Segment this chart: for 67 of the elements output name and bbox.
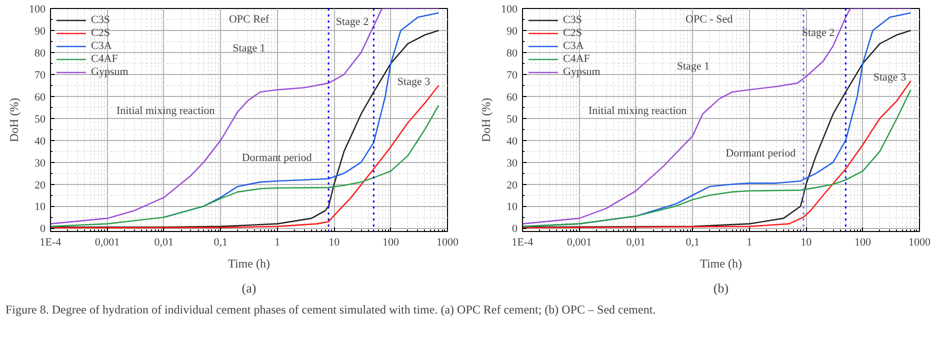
- y-tick-label: 80: [506, 47, 518, 60]
- annotation: Stage 1: [232, 42, 266, 55]
- annotation: Initial mixing reaction: [588, 105, 688, 118]
- x-tick-label: 0,1: [686, 236, 700, 248]
- y-tick-label: 20: [506, 179, 518, 192]
- y-tick-label: 90: [34, 25, 46, 38]
- x-tick-label: 10: [328, 236, 340, 248]
- y-tick-label: 40: [34, 135, 46, 148]
- legend-label: C2S: [91, 27, 111, 39]
- x-tick-label: 100: [382, 236, 400, 248]
- y-tick-label: 60: [34, 91, 46, 104]
- legend-label: C3A: [91, 40, 112, 52]
- annotation: Dormant period: [726, 147, 796, 160]
- legend-label: Gypsum: [91, 66, 128, 78]
- y-tick-label: 0: [512, 223, 518, 236]
- legend-label: C3S: [563, 14, 583, 26]
- y-tick-label: 0: [40, 223, 46, 236]
- annotation: Stage 2: [336, 16, 369, 28]
- x-tick-label: 0,01: [154, 236, 174, 248]
- annotation: Initial mixing reaction: [116, 105, 216, 118]
- y-tick-label: 50: [34, 113, 46, 126]
- x-axis-title: Time (h): [228, 256, 270, 270]
- x-tick-label: 1E-4: [512, 236, 534, 248]
- legend-label: C4AF: [563, 53, 590, 65]
- x-tick-label: 0,01: [626, 236, 646, 248]
- caption: Figure 8. Degree of hydration of individual cement phases of cement simulated with time. (a) OPC Ref cement; (b) OPC – Sed cement.: [6, 302, 656, 316]
- y-tick-label: 20: [34, 179, 46, 192]
- text: (b): [713, 280, 729, 296]
- text: (a): [242, 280, 256, 296]
- legend-label: C3A: [563, 40, 584, 52]
- annotation: Stage 1: [676, 60, 710, 72]
- legend-label: C3S: [91, 14, 111, 26]
- x-tick-label: 0,001: [566, 236, 592, 248]
- x-axis-title: Time (h): [700, 256, 742, 270]
- y-tick-label: 10: [34, 201, 46, 214]
- y-tick-label: 60: [506, 91, 518, 104]
- y-tick-label: 40: [506, 135, 518, 148]
- legend-label: Gypsum: [563, 66, 600, 78]
- x-tick-label: 0,001: [94, 236, 120, 248]
- text: OPC - Sed: [686, 14, 734, 26]
- legend-label: C4AF: [91, 53, 118, 65]
- y-tick-label: 90: [506, 25, 518, 38]
- legend-label: C2S: [563, 27, 583, 39]
- y-tick-label: 10: [506, 201, 518, 214]
- y-tick-label: 70: [506, 69, 518, 82]
- x-tick-label: 100: [854, 236, 872, 248]
- x-tick-label: 1: [274, 236, 280, 248]
- y-tick-label: 70: [34, 69, 46, 82]
- x-tick-label: 0,1: [214, 236, 228, 248]
- y-tick-label: 100: [29, 4, 46, 16]
- annotation: Stage 3: [873, 72, 907, 84]
- x-tick-label: 1E-4: [40, 236, 62, 248]
- annotation: Dormant period: [242, 152, 312, 164]
- y-tick-label: 80: [34, 47, 46, 60]
- y-tick-label: 30: [34, 157, 46, 170]
- y-tick-label: 50: [506, 113, 518, 126]
- y-tick-label: 100: [501, 4, 518, 16]
- y-axis-title: DoH (%): [479, 98, 493, 142]
- y-tick-label: 30: [506, 157, 518, 170]
- x-tick-label: 1000: [908, 236, 931, 248]
- text: OPC Ref: [228, 14, 270, 26]
- y-axis-title: DoH (%): [7, 98, 21, 142]
- x-tick-label: 1: [746, 236, 752, 248]
- x-tick-label: 1000: [436, 236, 459, 248]
- x-tick-label: 10: [800, 236, 812, 248]
- annotation: Stage 3: [397, 76, 431, 88]
- annotation: Stage 2: [802, 27, 835, 40]
